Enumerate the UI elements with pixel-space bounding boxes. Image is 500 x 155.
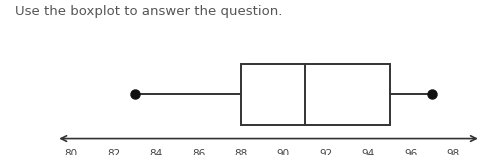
Bar — [241, 64, 390, 125]
Text: Use the boxplot to answer the question.: Use the boxplot to answer the question. — [15, 5, 282, 18]
